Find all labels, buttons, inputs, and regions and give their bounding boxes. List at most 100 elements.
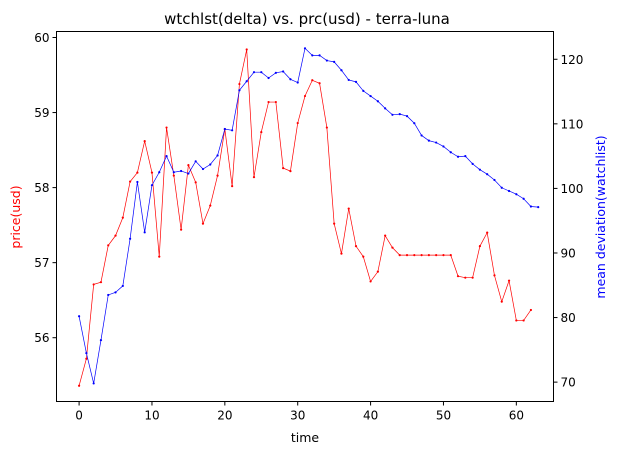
watchlist-data-point [158,171,161,174]
x-tick-label: 30 [290,409,305,423]
price-data-point [420,254,423,257]
left-y-tick-label: 58 [34,181,49,195]
price-data-point [471,276,474,279]
watchlist-data-point [500,186,503,189]
price-data-point [296,121,299,125]
watchlist-data-point [347,78,350,82]
price-data-point [99,281,103,284]
price-data-point [114,234,117,237]
x-axis-label: time [291,430,320,445]
x-tick-label: 10 [144,409,159,423]
watchlist-data-point [529,205,533,208]
price-data-point [238,82,241,86]
price-data-point [260,130,263,134]
watchlist-data-point [296,81,299,84]
price-data-point [252,176,256,179]
price-data-point [150,171,154,174]
watchlist-data-point [384,107,387,110]
price-data-point [201,222,205,225]
price-data-point [282,166,285,170]
watchlist-data-point [376,100,379,103]
price-data-point [347,207,350,210]
price-data-point [515,319,518,322]
watchlist-data-point [420,134,423,137]
watchlist-data-point [129,237,132,240]
price-data-point [129,180,132,183]
left-y-tick-label: 59 [34,106,49,120]
watchlist-data-point [180,169,183,173]
price-data-point [427,254,430,257]
right-y-tick-label: 70 [561,376,576,390]
price-data-point [435,254,438,257]
price-data-point [311,79,314,82]
watchlist-data-point [267,76,270,80]
watchlist-data-point [201,167,205,171]
right-axis-label: mean deviation(watchlist) [593,135,608,298]
price-data-point [413,254,416,257]
price-data-point [165,126,168,129]
price-data-point [136,171,139,174]
watchlist-data-point [449,151,452,154]
price-data-point [384,234,387,237]
price-data-point [325,126,328,129]
watchlist-data-point [478,168,481,171]
watchlist-data-point [260,71,263,74]
price-data-point [289,169,292,173]
price-data-point [172,174,175,177]
watchlist-data-point [172,171,175,174]
price-data-point [478,245,481,248]
x-tick-label: 20 [217,409,232,423]
watchlist-data-point [245,80,248,83]
price-data-point [194,181,197,184]
price-data-point [362,255,365,258]
watchlist-data-point [165,155,168,158]
watchlist-data-point [92,382,95,385]
watchlist-data-point [398,113,401,116]
watchlist-data-point [354,80,358,83]
right-y-tick-label: 80 [561,311,576,325]
price-data-point [231,185,234,188]
watchlist-data-point [318,54,321,57]
watchlist-data-point [85,351,88,355]
price-data-point [522,319,525,322]
price-data-point [216,174,219,177]
watchlist-data-point [114,291,117,294]
left-axis-label: price(usd) [8,185,23,248]
price-data-point [274,100,277,104]
price-data-point [333,222,336,225]
watchlist-data-point [238,89,241,92]
watchlist-series-line [78,47,539,384]
price-data-point [529,308,533,312]
price-data-point [187,163,190,167]
watchlist-data-point [471,162,474,165]
price-data-point [143,139,146,143]
price-data-point [493,274,496,277]
watchlist-data-point [427,139,430,142]
chart-title: wtchlst(delta) vs. prc(usd) - terra-luna [164,10,450,28]
watchlist-data-point [194,160,197,163]
watchlist-data-point [216,154,219,157]
price-data-point [398,254,401,257]
watchlist-data-point [333,60,336,63]
left-y-tick-label: 57 [34,256,49,270]
price-data-point [209,204,212,207]
watchlist-data-point [231,129,234,132]
price-data-point [340,252,343,255]
watchlist-data-point [537,206,540,209]
watchlist-data-point [136,180,139,184]
watchlist-data-point [303,47,307,50]
price-data-point [500,300,503,303]
price-data-point [456,275,460,278]
price-data-point [442,254,445,257]
price-data-point [267,100,270,104]
watchlist-data-point [391,113,394,116]
right-y-tick-label: 110 [561,117,584,131]
price-data-point [405,254,409,257]
watchlist-data-point [150,184,154,187]
watchlist-data-point [435,141,438,144]
plot-frame [56,31,554,402]
price-data-point [180,228,183,231]
price-data-point [158,255,161,258]
x-tick-label: 50 [436,409,451,423]
left-y-tick-label: 60 [34,31,49,45]
